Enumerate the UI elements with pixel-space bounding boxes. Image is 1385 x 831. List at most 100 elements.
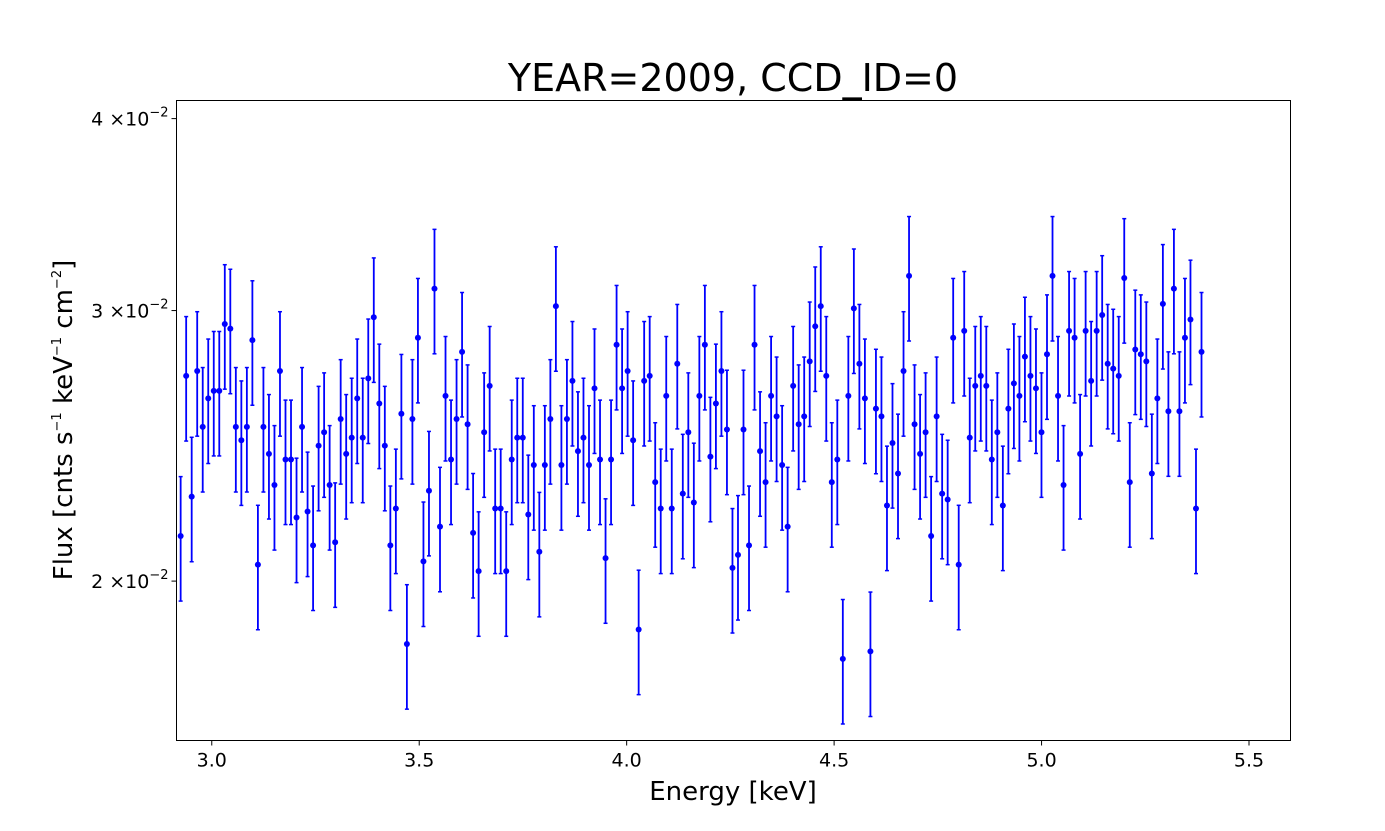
data-point-group (674, 303, 681, 430)
data-point (1181, 334, 1188, 341)
data-point-group (585, 404, 592, 531)
y-label-sup-1: −1 (50, 412, 65, 431)
data-point-group (663, 335, 670, 462)
data-point (1170, 285, 1177, 292)
data-point-group (591, 328, 598, 455)
data-point (657, 505, 664, 512)
data-point-group (784, 466, 791, 593)
data-point (1060, 481, 1067, 488)
data-point (1071, 334, 1078, 341)
data-point-group (917, 393, 924, 520)
data-point (547, 415, 554, 422)
data-point (1115, 372, 1122, 379)
data-point-group (188, 436, 195, 563)
data-point-group (1016, 335, 1023, 462)
data-point-group (205, 338, 212, 465)
data-point (387, 542, 394, 549)
data-point (608, 456, 615, 463)
data-point-group (861, 338, 868, 465)
data-point (790, 382, 797, 389)
data-point (834, 456, 841, 463)
data-point (674, 360, 681, 367)
data-point (746, 542, 753, 549)
data-point (597, 456, 604, 463)
data-point (541, 462, 548, 469)
data-point-group (630, 380, 637, 507)
data-point (1066, 327, 1073, 334)
data-point (552, 303, 559, 310)
data-point (453, 415, 460, 422)
data-point (288, 456, 295, 463)
data-point-group (856, 303, 863, 430)
data-point (326, 481, 333, 488)
data-point-group (304, 451, 311, 578)
data-point (448, 456, 455, 463)
data-point-group (867, 591, 874, 718)
data-point-group (1148, 413, 1155, 540)
data-point (646, 372, 653, 379)
data-point (1049, 272, 1056, 279)
data-point-group (508, 399, 515, 526)
data-point-group (690, 442, 697, 569)
data-point (928, 532, 935, 539)
data-point-group (988, 399, 995, 526)
data-point-group (1121, 217, 1128, 344)
data-point-group (751, 284, 758, 411)
data-point-group (530, 404, 537, 531)
plot-marks (177, 215, 1205, 725)
data-point (232, 423, 239, 430)
data-point (276, 368, 283, 375)
data-point (972, 382, 979, 389)
data-point (1016, 392, 1023, 399)
data-point (1010, 380, 1017, 387)
y-tick-mantissa: 3 ×10 (91, 301, 149, 323)
data-point-group (348, 377, 355, 504)
data-point-group (365, 318, 372, 445)
data-point (591, 385, 598, 392)
data-point (845, 392, 852, 399)
data-point-group (619, 328, 626, 455)
data-point-group (1192, 448, 1199, 575)
data-point-group (497, 448, 504, 575)
data-point (801, 413, 808, 420)
data-point (508, 456, 515, 463)
data-point (459, 348, 466, 355)
data-point (994, 429, 1001, 436)
data-point (679, 490, 686, 497)
data-point-group (679, 433, 686, 560)
data-point (574, 448, 581, 455)
data-point-group (453, 358, 460, 485)
x-tick-label: 3.0 (197, 750, 227, 772)
data-point (205, 395, 212, 402)
data-point (663, 392, 670, 399)
data-point-group (475, 511, 482, 638)
data-point (823, 372, 830, 379)
data-point-group (315, 385, 322, 512)
data-point-group (1027, 315, 1034, 442)
data-point (652, 479, 659, 486)
data-point-group (1077, 393, 1084, 520)
data-point (414, 334, 421, 341)
data-point-group (376, 343, 383, 470)
data-point-group (221, 263, 228, 390)
data-point-group (685, 372, 692, 499)
data-point (729, 564, 736, 571)
data-point-group (828, 421, 835, 548)
data-point-group (420, 501, 427, 628)
data-point (939, 490, 946, 497)
data-point (734, 551, 741, 558)
data-point (768, 392, 775, 399)
data-point-group (326, 424, 333, 551)
data-point (812, 323, 819, 330)
y-label-prefix: Flux [cnts s (49, 431, 79, 580)
data-point-group (1043, 294, 1050, 421)
data-point (707, 453, 714, 460)
data-point-group (459, 291, 466, 418)
data-point (1121, 275, 1128, 282)
y-tick-label: 2 ×10−2 (91, 568, 168, 593)
data-point-group (944, 439, 951, 566)
data-point (1005, 405, 1012, 412)
chart-title: YEAR=2009, CCD_ID=0 (507, 56, 958, 100)
data-point-group (922, 372, 929, 499)
data-point (1126, 479, 1133, 486)
